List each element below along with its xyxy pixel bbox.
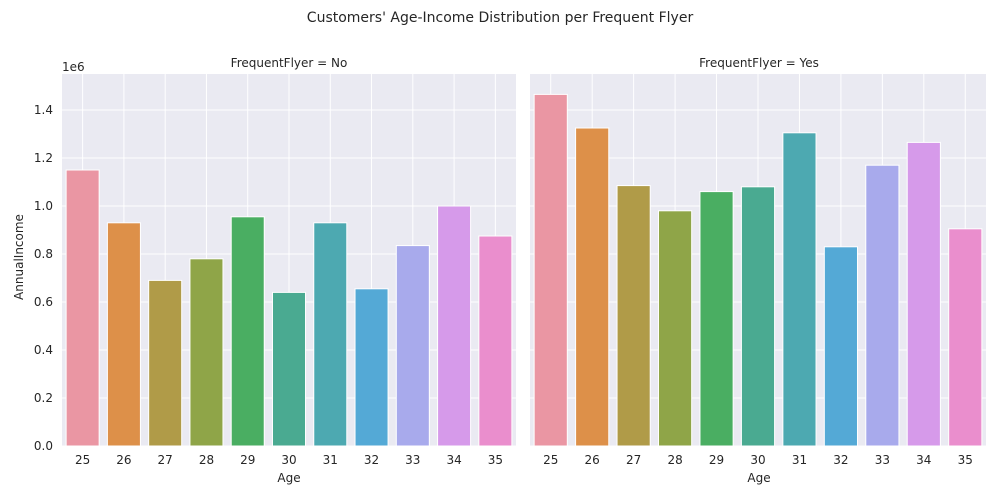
x-tick-label: 34 [916, 453, 931, 467]
x-tick-label: 33 [875, 453, 890, 467]
y-axis-label: AnnualIncome [12, 214, 26, 300]
x-tick-label: 30 [750, 453, 765, 467]
x-tick-label: 31 [792, 453, 807, 467]
y-tick-label: 1.4 [34, 103, 53, 117]
bar-yes-33 [865, 164, 900, 447]
x-tick-label: 25 [75, 453, 90, 467]
x-tick-label: 32 [833, 453, 848, 467]
x-tick-label: 35 [958, 453, 973, 467]
x-tick-label: 25 [543, 453, 558, 467]
y-tick-label: 1.0 [34, 199, 53, 213]
bar-yes-26 [575, 127, 610, 447]
bar-yes-27 [616, 185, 651, 447]
bar-yes-29 [699, 191, 734, 447]
bar-yes-34 [906, 141, 941, 447]
bar-no-25 [65, 169, 100, 447]
x-tick-label: 35 [488, 453, 503, 467]
x-tick-label: 26 [116, 453, 131, 467]
x-axis-label-yes: Age [747, 471, 770, 485]
bar-yes-32 [823, 246, 858, 447]
panel-title-yes: FrequentFlyer = Yes [699, 56, 819, 70]
bar-no-31 [313, 222, 348, 447]
x-tick-label: 27 [158, 453, 173, 467]
bar-no-30 [271, 291, 307, 447]
x-tick-label: 28 [199, 453, 214, 467]
y-tick-label: 0.4 [34, 343, 53, 357]
y-tick-label: 0.8 [34, 247, 53, 261]
bar-no-35 [478, 235, 513, 447]
bar-no-34 [437, 205, 472, 447]
bar-no-32 [354, 288, 389, 447]
x-tick-label: 32 [364, 453, 379, 467]
bar-no-33 [395, 245, 430, 447]
y-offset-label: 1e6 [62, 60, 85, 74]
panel-title-no: FrequentFlyer = No [231, 56, 348, 70]
bar-no-26 [106, 222, 141, 447]
bar-no-29 [230, 216, 265, 447]
bar-yes-25 [533, 93, 568, 447]
y-tick-label: 0.6 [34, 295, 53, 309]
y-tick-label: 0.2 [34, 391, 53, 405]
bar-no-27 [148, 279, 183, 447]
x-tick-label: 34 [446, 453, 461, 467]
x-tick-label: 29 [240, 453, 255, 467]
x-tick-label: 31 [323, 453, 338, 467]
x-tick-label: 29 [709, 453, 724, 467]
x-axis-label-no: Age [277, 471, 300, 485]
bar-no-28 [189, 258, 224, 447]
x-tick-label: 30 [281, 453, 296, 467]
x-tick-label: 26 [585, 453, 600, 467]
y-tick-label: 1.2 [34, 151, 53, 165]
bar-yes-28 [658, 210, 693, 447]
x-tick-label: 33 [405, 453, 420, 467]
bar-yes-35 [948, 228, 983, 447]
bar-yes-31 [782, 132, 817, 447]
bar-yes-30 [740, 186, 776, 447]
x-tick-label: 27 [626, 453, 641, 467]
chart-title: Customers' Age-Income Distribution per F… [307, 10, 694, 26]
y-tick-label: 0.0 [34, 439, 53, 453]
x-tick-label: 28 [667, 453, 682, 467]
